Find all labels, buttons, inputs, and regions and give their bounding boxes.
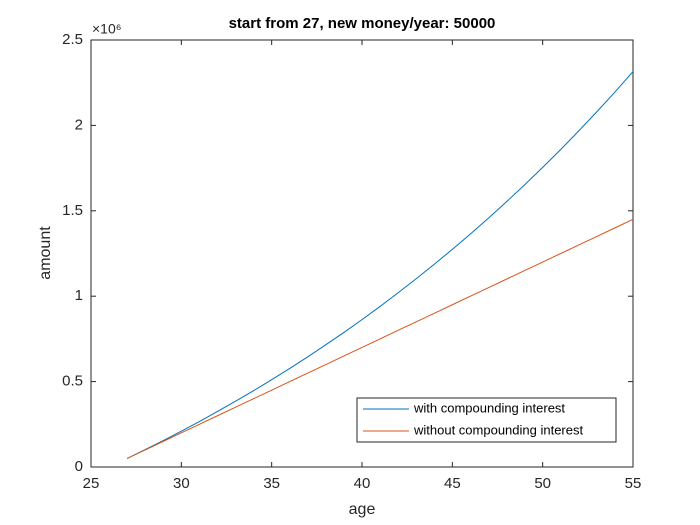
- series-line: [126, 218, 634, 459]
- x-tick-label: 40: [354, 475, 371, 492]
- x-tick-label: 35: [263, 475, 280, 492]
- legend-box: [356, 397, 617, 443]
- plot-area: [90, 39, 634, 468]
- x-tick-label: 55: [625, 475, 642, 492]
- legend-label: with compounding interest: [413, 400, 565, 415]
- x-axis-label: age: [349, 501, 376, 518]
- y-tick-label: 1.5: [62, 202, 83, 219]
- y-tick-label: 2: [75, 116, 83, 133]
- x-tick-label: 25: [83, 475, 100, 492]
- legend-label: without compounding interest: [413, 422, 583, 437]
- y-tick-label: 0: [75, 458, 83, 475]
- y-tick-label: 1: [75, 287, 83, 304]
- y-axis-label: amount: [37, 226, 54, 280]
- chart-title: start from 27, new money/year: 50000: [229, 15, 496, 32]
- series-line: [126, 71, 634, 459]
- x-tick-label: 50: [534, 475, 551, 492]
- y-tick-label: 2.5: [62, 31, 83, 48]
- x-tick-label: 30: [173, 475, 190, 492]
- y-tick-label: 0.5: [62, 373, 83, 390]
- x-tick-label: 45: [444, 475, 461, 492]
- y-exponent: ×10⁶: [92, 21, 122, 37]
